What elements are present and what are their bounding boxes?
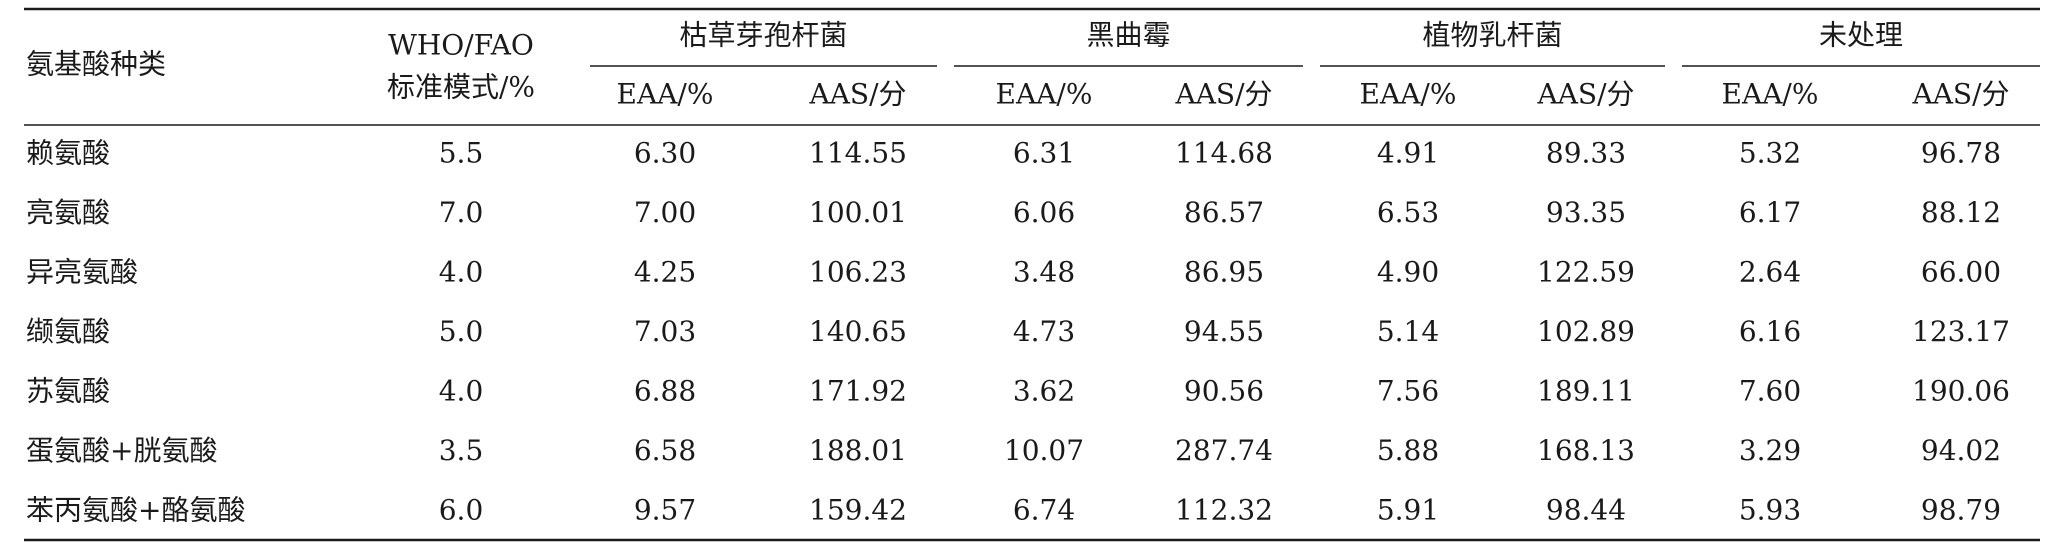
cell: 2.64 [1739, 256, 1801, 289]
cell: 6.58 [634, 434, 696, 467]
cell: 3.62 [1013, 375, 1075, 408]
cell: 7.0 [439, 196, 484, 229]
cell: 89.33 [1546, 137, 1626, 170]
cell: 6.06 [1013, 196, 1075, 229]
cell: 98.44 [1546, 494, 1626, 527]
cell: 86.95 [1184, 256, 1264, 289]
cell: 94.55 [1184, 315, 1264, 348]
row-label: 缬氨酸 [26, 315, 110, 348]
cell: 4.91 [1377, 137, 1439, 170]
cell: 7.60 [1739, 375, 1801, 408]
column-header: AAS/分 [808, 78, 906, 111]
cell: 123.17 [1912, 315, 2010, 348]
cell: 188.01 [809, 434, 907, 467]
cell: 86.57 [1184, 196, 1264, 229]
row-label: 赖氨酸 [26, 137, 110, 170]
cell: 122.59 [1537, 256, 1635, 289]
cell: 90.56 [1184, 375, 1264, 408]
cell: 93.35 [1546, 196, 1626, 229]
cell: 3.5 [439, 434, 484, 467]
cell: 3.48 [1013, 256, 1075, 289]
cell: 4.0 [439, 256, 484, 289]
row-label: 蛋氨酸+胱氨酸 [26, 434, 217, 467]
cell: 6.16 [1739, 315, 1801, 348]
cell: 100.01 [809, 196, 907, 229]
cell: 6.53 [1377, 196, 1439, 229]
cell: 102.89 [1537, 315, 1635, 348]
column-header: EAA/% [617, 78, 714, 111]
cell: 190.06 [1912, 375, 2010, 408]
cell: 159.42 [809, 494, 907, 527]
cell: 114.55 [809, 137, 907, 170]
cell: 4.73 [1013, 315, 1075, 348]
cell: 88.12 [1921, 196, 2001, 229]
cell: 66.00 [1921, 256, 2001, 289]
cell: 9.57 [634, 494, 696, 527]
cell: 168.13 [1537, 434, 1635, 467]
cell: 94.02 [1921, 434, 2001, 467]
column-header: AAS/分 [1536, 78, 1634, 111]
cell: 112.32 [1175, 494, 1273, 527]
cell: 6.31 [1013, 137, 1075, 170]
cell: 114.68 [1175, 137, 1273, 170]
cell: 140.65 [809, 315, 907, 348]
standard-header: 标准模式/% [387, 71, 535, 104]
cell: 6.0 [439, 494, 484, 527]
cell: 6.88 [634, 375, 696, 408]
cell: 7.00 [634, 196, 696, 229]
row-label: 苯丙氨酸+酪氨酸 [26, 494, 245, 527]
cell: 5.91 [1377, 494, 1439, 527]
cell: 5.14 [1377, 315, 1439, 348]
cell: 5.93 [1739, 494, 1801, 527]
cell: 7.03 [634, 315, 696, 348]
column-header: AAS/分 [1911, 78, 2009, 111]
column-header: EAA/% [1722, 78, 1819, 111]
cell: 4.0 [439, 375, 484, 408]
cell: 5.5 [439, 137, 484, 170]
cell: 10.07 [1004, 434, 1084, 467]
cell: 6.17 [1739, 196, 1801, 229]
cell: 4.90 [1377, 256, 1439, 289]
cell: 7.56 [1377, 375, 1439, 408]
cell: 287.74 [1175, 434, 1273, 467]
group-header: 黑曲霉 [1086, 19, 1170, 52]
cell: 106.23 [809, 256, 907, 289]
row-label-header: 氨基酸种类 [26, 48, 166, 81]
row-label: 异亮氨酸 [26, 256, 138, 289]
cell: 4.25 [634, 256, 696, 289]
cell: 5.88 [1377, 434, 1439, 467]
group-header: 枯草芽孢杆菌 [679, 19, 847, 52]
cell: 96.78 [1921, 137, 2001, 170]
column-header: EAA/% [996, 78, 1093, 111]
cell: 6.74 [1013, 494, 1075, 527]
group-header: 植物乳杆菌 [1422, 19, 1562, 52]
cell: 189.11 [1537, 375, 1635, 408]
standard-header: WHO/FAO [388, 29, 534, 62]
cell: 5.32 [1739, 137, 1801, 170]
cell: 6.30 [634, 137, 696, 170]
cell: 171.92 [809, 375, 907, 408]
column-header: EAA/% [1360, 78, 1457, 111]
row-label: 苏氨酸 [26, 375, 110, 408]
cell: 3.29 [1739, 434, 1801, 467]
column-header: AAS/分 [1174, 78, 1272, 111]
row-label: 亮氨酸 [26, 196, 110, 229]
cell: 5.0 [439, 315, 484, 348]
cell: 98.79 [1921, 494, 2001, 527]
group-header: 未处理 [1819, 19, 1903, 52]
